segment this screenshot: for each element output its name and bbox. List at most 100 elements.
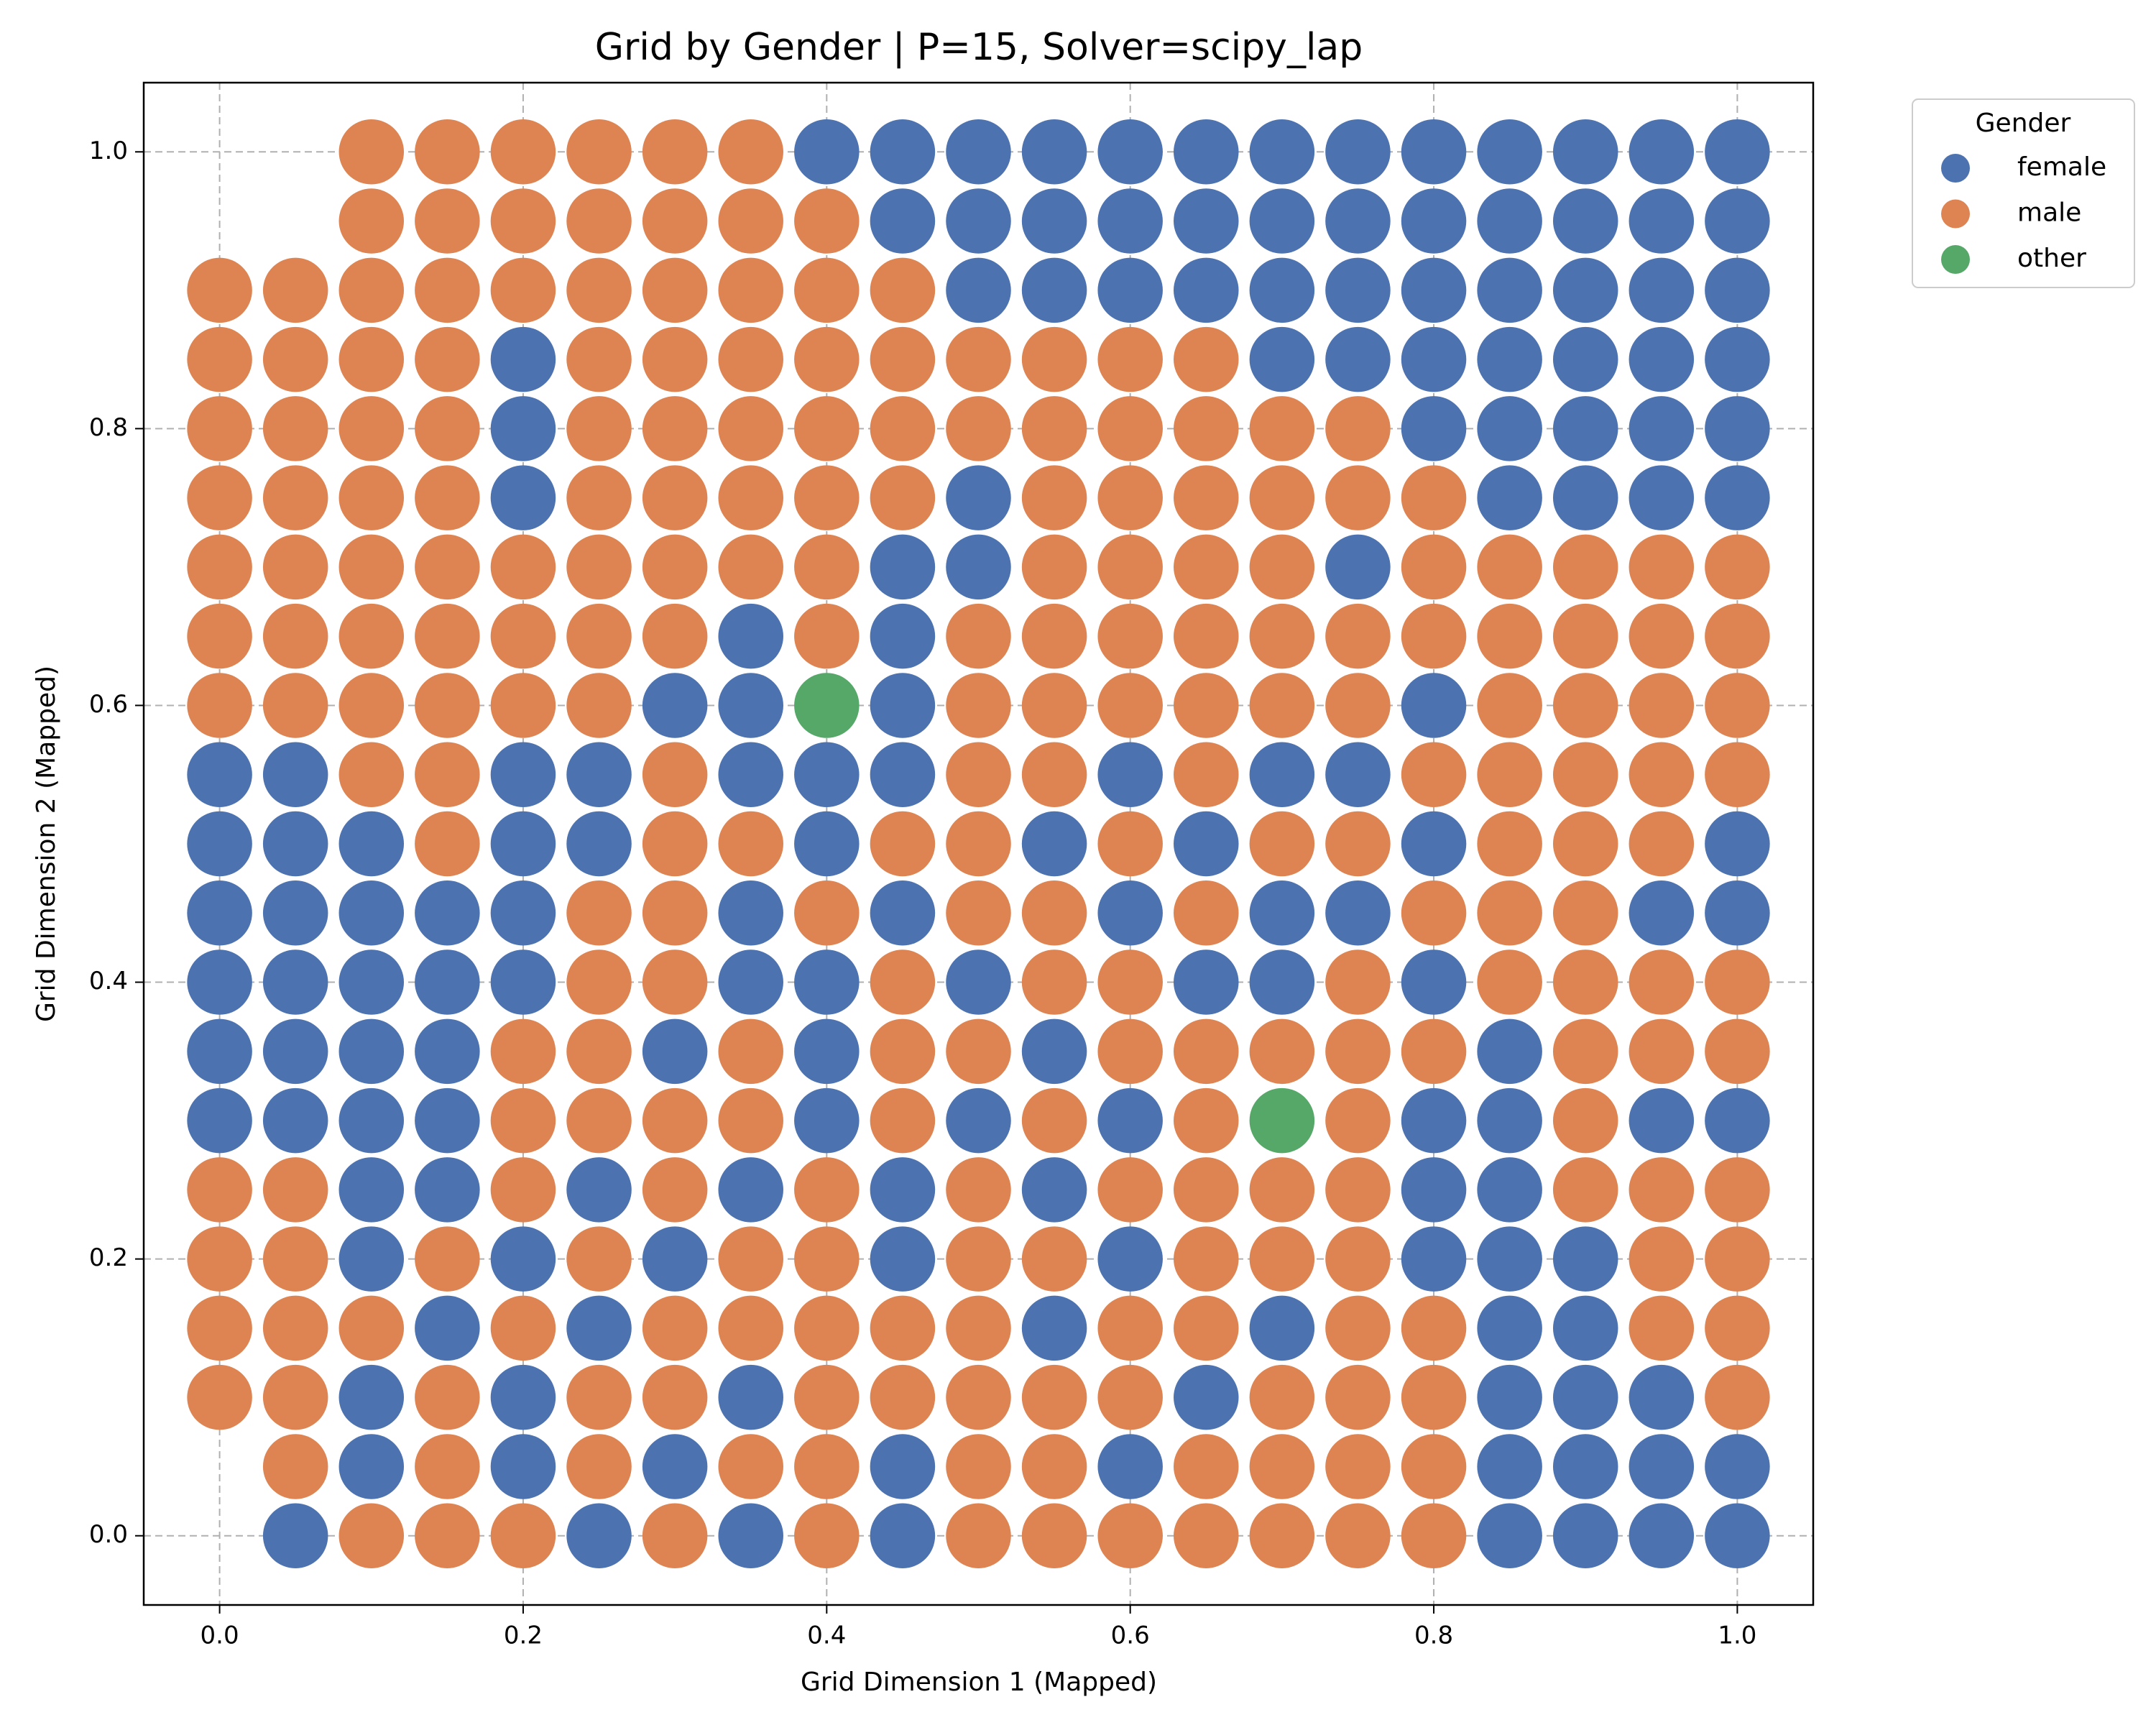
point [642,119,708,185]
point [1021,1087,1087,1154]
point [1249,673,1315,738]
point [1401,880,1467,946]
point [1174,1018,1239,1085]
point [566,1226,632,1292]
point [1174,1295,1239,1361]
point [718,742,783,807]
point [1401,949,1467,1015]
point [1552,1018,1618,1085]
point [1552,257,1618,323]
point [1021,1364,1087,1430]
point [870,1364,936,1430]
point [262,811,328,877]
point [1401,1503,1467,1568]
point [1021,1295,1087,1361]
point [338,465,405,530]
chart-title: Grid by Gender | P=15, Solver=scipy_lap [595,26,1363,69]
point [1628,742,1695,807]
point [490,949,556,1015]
point [1552,534,1618,600]
point [1325,811,1391,877]
point [262,1295,328,1361]
point [1705,1157,1770,1223]
point [1325,465,1391,530]
point [415,534,480,600]
point [1325,1087,1391,1154]
point [262,742,328,807]
point [642,1295,708,1361]
point [1477,188,1542,254]
point [1401,257,1467,323]
point [187,396,252,461]
point [1021,673,1087,738]
point [262,465,328,530]
point [338,811,405,877]
point [415,742,480,807]
point [566,534,632,600]
point [1705,257,1770,323]
point [794,1157,860,1223]
x-tick-label: 0.2 [504,1622,543,1650]
point [490,880,556,946]
point [1552,603,1618,669]
legend-label: male [2017,198,2081,228]
point [1705,534,1770,600]
point [718,1226,783,1292]
point [1097,1434,1163,1499]
point [1325,534,1391,600]
point [187,534,252,600]
point [566,742,632,807]
point [1401,1018,1467,1085]
point [1477,1226,1542,1292]
point [1628,811,1695,877]
point [1325,1226,1391,1292]
point [642,742,708,807]
point [1174,465,1239,530]
point [1401,811,1467,877]
point [1021,119,1087,185]
point [415,1226,480,1292]
point [1097,396,1163,461]
point [1174,673,1239,738]
point [490,742,556,807]
point [1097,1364,1163,1430]
y-tick-label: 0.2 [89,1243,128,1272]
point [870,396,936,461]
point [642,465,708,530]
point [794,1087,860,1154]
point [1552,949,1618,1015]
point [1401,1087,1467,1154]
point [490,326,556,392]
point [187,1364,252,1430]
point [1477,326,1542,392]
point [1249,119,1315,185]
point [1249,534,1315,600]
point [187,257,252,323]
point [1477,949,1542,1015]
point [338,257,405,323]
point [1628,1364,1695,1430]
point [870,811,936,877]
point [946,1295,1011,1361]
point [1097,742,1163,807]
point [566,188,632,254]
point [1628,1295,1695,1361]
point [1021,1157,1087,1223]
point [566,1364,632,1430]
point [262,673,328,738]
point [794,1226,860,1292]
point [187,326,252,392]
point [490,1087,556,1154]
point [642,603,708,669]
point [718,811,783,877]
point [642,673,708,738]
point [794,1434,860,1499]
point [794,534,860,600]
point [946,1226,1011,1292]
point [642,534,708,600]
point [870,465,936,530]
ticks: 0.0 0.2 0.4 0.6 0.8 1.0 0.0 0.2 0.4 0.6 0.8 1.0 [89,137,1757,1650]
point [1325,188,1391,254]
point [1174,1364,1239,1430]
point [794,1364,860,1430]
